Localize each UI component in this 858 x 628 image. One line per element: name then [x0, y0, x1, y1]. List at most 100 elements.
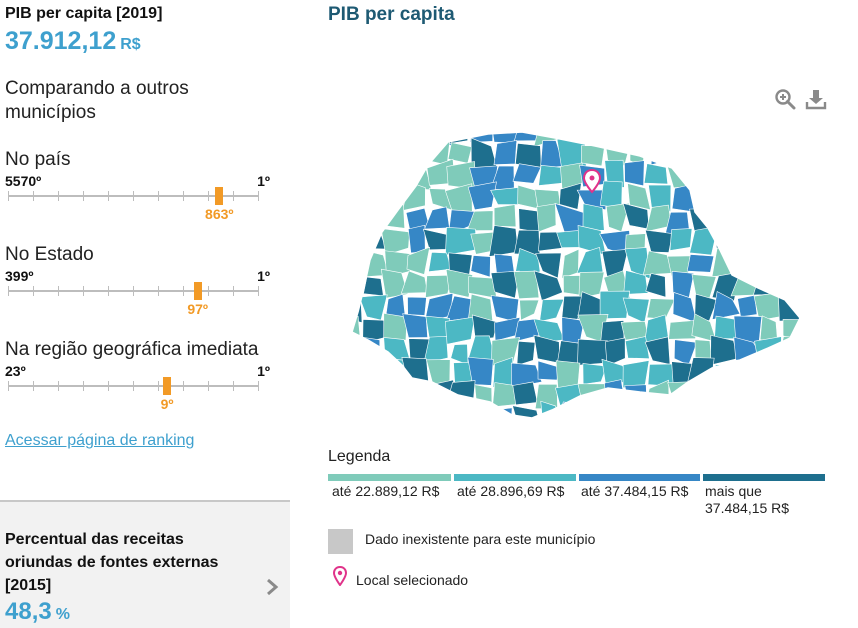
municipality[interactable] — [340, 428, 365, 430]
municipality[interactable] — [643, 163, 669, 185]
municipality[interactable] — [490, 295, 520, 323]
municipality[interactable] — [560, 162, 583, 190]
municipality[interactable] — [644, 229, 673, 253]
municipality[interactable] — [382, 387, 404, 410]
municipality[interactable] — [423, 336, 449, 364]
municipality[interactable] — [796, 247, 810, 280]
municipality[interactable] — [777, 425, 803, 430]
municipality[interactable] — [512, 163, 542, 184]
municipality[interactable] — [797, 379, 810, 408]
municipality[interactable] — [602, 120, 631, 147]
municipality[interactable] — [775, 139, 807, 163]
municipality[interactable] — [796, 337, 810, 366]
municipality[interactable] — [474, 384, 493, 408]
municipality[interactable] — [757, 229, 783, 258]
municipality[interactable] — [447, 425, 476, 430]
municipality[interactable] — [358, 294, 388, 321]
municipality[interactable] — [490, 270, 520, 299]
municipality[interactable] — [467, 356, 494, 386]
municipality[interactable] — [519, 299, 540, 321]
municipality[interactable] — [779, 120, 803, 143]
municipality[interactable] — [536, 203, 557, 233]
municipality[interactable] — [517, 184, 538, 209]
municipality[interactable] — [645, 273, 667, 298]
ranking-page-link[interactable]: Acessar página de ranking — [5, 432, 195, 449]
municipality[interactable] — [648, 184, 672, 213]
municipality[interactable] — [775, 202, 805, 232]
municipality[interactable] — [538, 231, 564, 252]
municipality[interactable] — [404, 380, 429, 411]
municipality[interactable] — [711, 379, 739, 406]
municipality[interactable] — [779, 364, 805, 390]
municipality[interactable] — [383, 313, 408, 344]
municipality[interactable] — [643, 120, 668, 146]
municipality[interactable] — [689, 426, 717, 430]
municipality[interactable] — [363, 386, 386, 410]
municipality[interactable] — [664, 401, 692, 430]
municipality[interactable] — [538, 164, 564, 186]
municipality[interactable] — [694, 293, 718, 322]
municipality[interactable] — [731, 381, 755, 408]
municipality[interactable] — [797, 138, 810, 161]
municipality[interactable] — [803, 275, 810, 297]
municipality[interactable] — [424, 137, 451, 166]
municipality[interactable] — [686, 357, 715, 390]
municipality[interactable] — [514, 247, 541, 278]
municipality[interactable] — [778, 226, 805, 251]
municipality[interactable] — [359, 356, 385, 387]
municipality[interactable] — [642, 250, 674, 276]
municipality[interactable] — [624, 160, 645, 187]
municipality[interactable] — [403, 120, 433, 146]
municipality[interactable] — [357, 136, 389, 161]
municipality[interactable] — [576, 120, 603, 144]
municipality[interactable] — [709, 426, 734, 430]
municipality[interactable] — [604, 337, 626, 367]
municipality[interactable] — [599, 290, 630, 320]
municipality[interactable] — [582, 363, 608, 385]
municipality[interactable] — [665, 139, 695, 167]
municipality[interactable] — [380, 228, 411, 256]
municipality[interactable] — [512, 381, 538, 406]
municipality[interactable] — [402, 313, 428, 338]
municipality[interactable] — [340, 144, 367, 167]
municipality[interactable] — [561, 248, 580, 279]
municipality[interactable] — [404, 401, 429, 430]
municipality[interactable] — [445, 316, 476, 345]
municipality[interactable] — [599, 400, 630, 429]
municipality[interactable] — [780, 158, 805, 188]
municipality[interactable] — [669, 228, 693, 251]
municipality[interactable] — [518, 208, 542, 233]
municipality[interactable] — [604, 159, 625, 188]
municipality[interactable] — [342, 227, 365, 255]
municipality[interactable] — [687, 380, 717, 411]
municipality[interactable] — [493, 407, 513, 430]
municipality[interactable] — [775, 250, 805, 278]
municipality[interactable] — [731, 361, 761, 382]
municipality[interactable] — [403, 427, 426, 430]
municipality[interactable] — [712, 120, 737, 145]
municipality[interactable] — [539, 424, 555, 430]
municipality[interactable] — [426, 404, 455, 430]
municipality[interactable] — [559, 182, 582, 210]
municipality[interactable] — [402, 140, 432, 168]
municipality[interactable] — [758, 381, 781, 412]
municipality-cells[interactable] — [340, 120, 810, 430]
municipality[interactable] — [511, 362, 543, 389]
municipality[interactable] — [428, 379, 456, 410]
municipality[interactable] — [756, 203, 782, 234]
municipality[interactable] — [712, 144, 734, 168]
download-icon[interactable] — [805, 88, 827, 110]
municipality[interactable] — [381, 137, 404, 167]
municipality[interactable] — [754, 336, 782, 365]
municipality[interactable] — [344, 383, 366, 408]
municipality[interactable] — [644, 314, 670, 345]
municipality[interactable] — [777, 404, 804, 428]
municipality[interactable] — [341, 358, 367, 388]
municipality[interactable] — [693, 182, 718, 211]
municipality[interactable] — [804, 204, 810, 232]
municipality[interactable] — [648, 401, 673, 430]
municipality[interactable] — [799, 230, 810, 253]
municipality[interactable] — [739, 204, 756, 233]
municipality[interactable] — [709, 205, 737, 232]
municipality[interactable] — [737, 120, 764, 148]
